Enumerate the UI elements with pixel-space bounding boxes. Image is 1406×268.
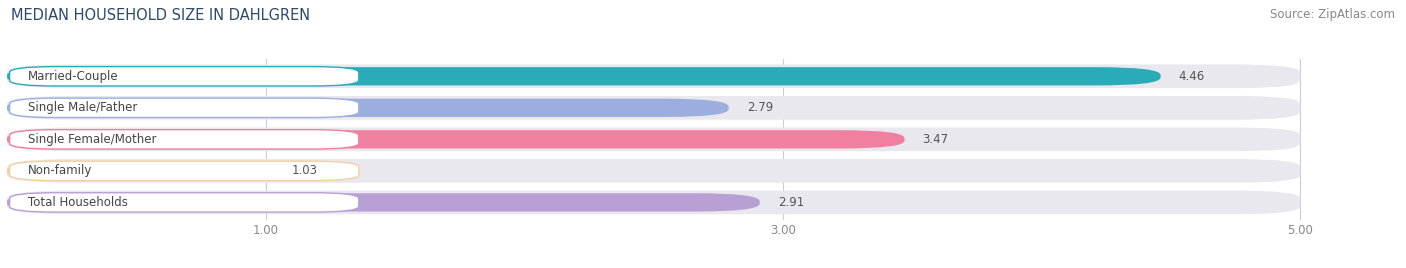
FancyBboxPatch shape	[7, 130, 904, 148]
Text: Non-family: Non-family	[28, 164, 93, 177]
FancyBboxPatch shape	[10, 161, 359, 181]
FancyBboxPatch shape	[7, 96, 1301, 120]
FancyBboxPatch shape	[10, 67, 359, 86]
FancyBboxPatch shape	[7, 162, 273, 180]
Text: 4.46: 4.46	[1178, 70, 1205, 83]
FancyBboxPatch shape	[7, 159, 1301, 183]
FancyBboxPatch shape	[10, 193, 359, 212]
FancyBboxPatch shape	[7, 191, 1301, 214]
Text: Married-Couple: Married-Couple	[28, 70, 118, 83]
FancyBboxPatch shape	[7, 67, 1160, 85]
FancyBboxPatch shape	[7, 193, 759, 211]
Text: Total Households: Total Households	[28, 196, 128, 209]
Text: 2.79: 2.79	[747, 101, 773, 114]
FancyBboxPatch shape	[10, 130, 359, 149]
Text: 1.03: 1.03	[291, 164, 318, 177]
FancyBboxPatch shape	[10, 98, 359, 118]
Text: Single Female/Mother: Single Female/Mother	[28, 133, 156, 146]
Text: 2.91: 2.91	[778, 196, 804, 209]
Text: Single Male/Father: Single Male/Father	[28, 101, 138, 114]
Text: 3.47: 3.47	[922, 133, 949, 146]
Text: Source: ZipAtlas.com: Source: ZipAtlas.com	[1270, 8, 1395, 21]
Text: MEDIAN HOUSEHOLD SIZE IN DAHLGREN: MEDIAN HOUSEHOLD SIZE IN DAHLGREN	[11, 8, 311, 23]
FancyBboxPatch shape	[7, 65, 1301, 88]
FancyBboxPatch shape	[7, 99, 728, 117]
FancyBboxPatch shape	[7, 128, 1301, 151]
